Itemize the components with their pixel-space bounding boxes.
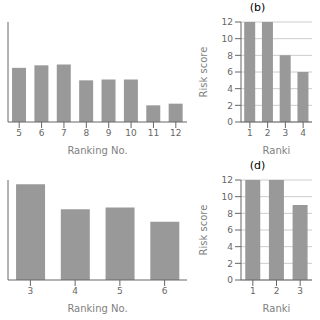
svg-text:4: 4 <box>227 242 233 252</box>
html-text:(b): (b) <box>249 1 266 14</box>
svg-text:8: 8 <box>227 209 233 219</box>
svg-text:11: 11 <box>148 128 159 138</box>
svg-text:2: 2 <box>265 128 271 138</box>
svg-text:4: 4 <box>72 286 78 296</box>
svg-text:5: 5 <box>16 128 22 138</box>
svg-text:0: 0 <box>227 275 233 285</box>
html-text:(d): (d) <box>249 159 266 172</box>
svg-text:9: 9 <box>106 128 112 138</box>
svg-text:3: 3 <box>28 286 34 296</box>
svg-text:Ranking No.: Ranking No. <box>67 303 127 314</box>
svg-text:12: 12 <box>170 128 181 138</box>
svg-text:6: 6 <box>162 286 168 296</box>
svg-text:12: 12 <box>222 175 233 185</box>
svg-text:2: 2 <box>227 101 233 111</box>
svg-text:1: 1 <box>247 128 253 138</box>
svg-text:0: 0 <box>227 117 233 127</box>
svg-text:7: 7 <box>61 128 67 138</box>
svg-text:Ranki: Ranki <box>263 145 291 156</box>
svg-text:5: 5 <box>117 286 123 296</box>
svg-text:2: 2 <box>274 286 280 296</box>
svg-text:Ranki: Ranki <box>263 303 291 314</box>
svg-text:2: 2 <box>227 259 233 269</box>
svg-text:Risk score: Risk score <box>198 47 209 98</box>
svg-text:1: 1 <box>250 286 256 296</box>
svg-text:3: 3 <box>283 128 289 138</box>
svg-text:4: 4 <box>227 84 233 94</box>
svg-text:8: 8 <box>83 128 89 138</box>
svg-text:12: 12 <box>222 17 233 27</box>
svg-text:Ranking No.: Ranking No. <box>67 145 127 156</box>
svg-text:3: 3 <box>297 286 303 296</box>
svg-text:10: 10 <box>222 34 234 44</box>
svg-text:10: 10 <box>222 192 234 202</box>
svg-text:6: 6 <box>39 128 45 138</box>
svg-text:10: 10 <box>125 128 137 138</box>
svg-text:Risk score: Risk score <box>198 205 209 256</box>
svg-text:8: 8 <box>227 51 233 61</box>
svg-text:6: 6 <box>227 225 233 235</box>
svg-text:4: 4 <box>300 128 306 138</box>
svg-text:6: 6 <box>227 67 233 77</box>
